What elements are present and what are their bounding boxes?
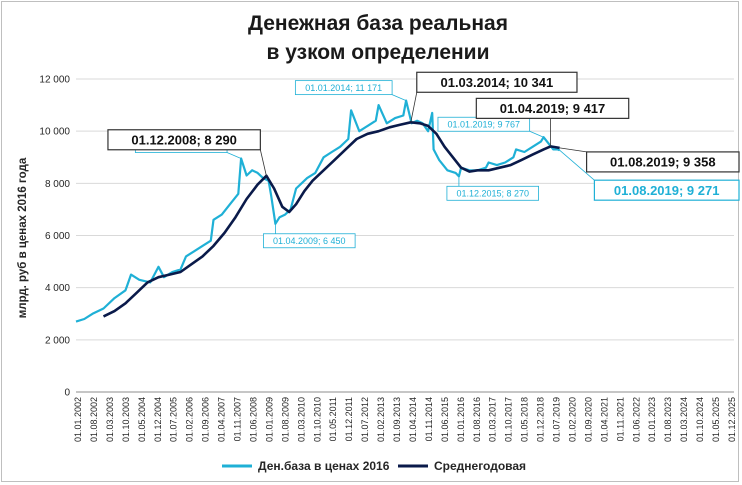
- x-tick-label: 01.09.2020: [583, 397, 593, 442]
- x-tick-label: 01.04.2021: [599, 397, 609, 442]
- annotation-box: [585, 151, 740, 173]
- annotation-box: [475, 97, 630, 119]
- x-tick-label: 01.01.2002: [73, 397, 83, 442]
- annotation-label: 01.01.2019; 9 767: [448, 119, 521, 129]
- y-tick-label: 4 000: [45, 283, 70, 294]
- x-tick-label: 01.11.2014: [424, 397, 434, 441]
- series-line-annual-average: [102, 121, 560, 318]
- x-tick-label: 01.01.2023: [647, 397, 657, 442]
- series-line-money-base: [75, 99, 560, 323]
- x-tick-label: 01.10.2017: [504, 397, 514, 442]
- annotation-label: 01.04.2009; 6 450: [273, 236, 346, 246]
- gridlines: [76, 78, 734, 393]
- x-tick-label: 01.06.2022: [631, 397, 641, 442]
- x-tick-label: 01.04.2014: [408, 397, 418, 442]
- annotation-leader: [529, 130, 544, 138]
- annotation-box: [263, 233, 356, 249]
- legend: Ден.база в ценах 2016 Среднегодовая: [222, 459, 526, 473]
- y-tick-label: 6 000: [45, 231, 70, 242]
- x-tick-label: 01.11.2021: [615, 397, 625, 441]
- x-tick-label: 01.03.2010: [296, 397, 306, 442]
- y-tick-label: 12 000: [39, 75, 70, 86]
- x-tick-label: 01.09.2013: [392, 397, 402, 442]
- x-tick-label: 01.07.2019: [552, 397, 562, 442]
- annotations: 01.01.2008; 8 95101.04.2009; 6 45001.01.…: [107, 71, 740, 249]
- annotation-leader: [391, 94, 407, 101]
- x-tick-label: 01.01.2016: [456, 397, 466, 442]
- y-axis-ticks: 0 2 000 4 000 6 000 8 000 10 000 12 000: [39, 75, 70, 399]
- x-axis-ticks: 01.01.2002 01.08.2002 01.03.2003 01.10.2003…: [73, 397, 737, 442]
- x-tick-label: 01.10.2024: [695, 397, 705, 442]
- annotation-leader: [410, 92, 418, 123]
- x-tick-label: 01.12.2004: [153, 397, 163, 442]
- x-tick-label: 01.03.2024: [679, 397, 689, 442]
- x-tick-label: 01.05.2025: [711, 397, 721, 442]
- x-tick-label: 01.08.2009: [280, 397, 290, 442]
- annotation-label: 01.08.2019; 9 358: [610, 155, 716, 170]
- annotation-box: [446, 185, 539, 201]
- x-tick-label: 01.02.2013: [376, 397, 386, 442]
- annotation-label: 01.01.2014; 11 171: [305, 83, 382, 93]
- annotation-leader: [559, 149, 595, 181]
- x-tick-label: 01.10.2010: [312, 397, 322, 442]
- annotation-label: 01.08.2019; 9 271: [614, 183, 720, 198]
- x-tick-label: 01.04.2007: [217, 397, 227, 442]
- x-tick-label: 01.03.2003: [105, 397, 115, 442]
- annotation-box: [416, 71, 578, 93]
- x-tick-label: 01.07.2005: [169, 397, 179, 442]
- y-tick-label: 8 000: [45, 179, 70, 190]
- x-tick-label: 01.05.2011: [328, 397, 338, 441]
- annotation-label: 01.03.2014; 10 341: [440, 75, 553, 90]
- x-tick-label: 01.06.2015: [440, 397, 450, 442]
- x-tick-label: 01.02.2020: [567, 397, 577, 442]
- x-tick-label: 01.08.2016: [472, 397, 482, 442]
- chart-title-line-2: в узком определении: [266, 41, 489, 64]
- legend-label-money-base: Ден.база в ценах 2016: [258, 459, 390, 473]
- annotation-label: 01.12.2015; 8 270: [456, 189, 529, 199]
- y-tick-label: 2 000: [45, 335, 70, 346]
- x-tick-label: 01.01.2009: [264, 397, 274, 442]
- annotation-box: [593, 179, 740, 201]
- x-tick-label: 01.03.2017: [488, 397, 498, 442]
- chart-title: Денежная база реальная в узком определен…: [248, 12, 508, 64]
- x-tick-label: 01.05.2018: [520, 397, 530, 442]
- annotation-leader: [559, 147, 587, 153]
- legend-label-annual-average: Среднегодовая: [434, 459, 526, 473]
- x-tick-label: 01.12.2025: [727, 397, 737, 442]
- x-tick-label: 01.12.2011: [344, 397, 354, 441]
- series-lines: [75, 99, 560, 323]
- annotation-box: [294, 80, 393, 96]
- x-tick-label: 01.07.2012: [360, 397, 370, 442]
- x-tick-label: 01.05.2004: [137, 397, 147, 442]
- chart-title-line-1: Денежная база реальная: [248, 12, 508, 35]
- x-tick-label: 01.10.2003: [121, 397, 131, 442]
- y-tick-label: 0: [64, 388, 70, 399]
- annotation-label: 01.12.2008; 8 290: [131, 132, 237, 147]
- annotation-leader: [259, 149, 267, 176]
- x-tick-label: 01.08.2023: [663, 397, 673, 442]
- x-tick-label: 01.11.2007: [233, 397, 243, 441]
- annotation-leader: [226, 152, 242, 159]
- x-tick-label: 01.12.2018: [536, 397, 546, 442]
- annotation-box: [107, 129, 261, 151]
- y-axis-label: млрд. руб в ценах 2016 года: [17, 157, 29, 318]
- x-tick-label: 01.06.2008: [248, 397, 258, 442]
- x-tick-label: 01.09.2006: [201, 397, 211, 442]
- y-tick-label: 10 000: [39, 127, 70, 138]
- annotation-label: 01.04.2019; 9 417: [500, 101, 606, 116]
- x-tick-label: 01.08.2002: [89, 397, 99, 442]
- x-tick-label: 01.02.2006: [185, 397, 195, 442]
